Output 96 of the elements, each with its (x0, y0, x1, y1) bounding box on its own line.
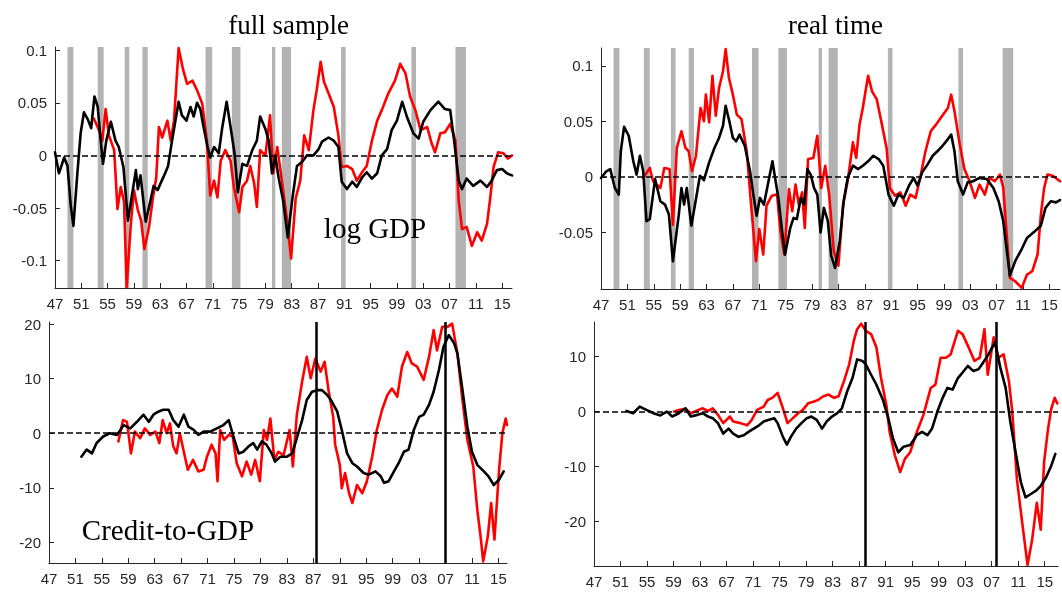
x-tick-label: 79 (252, 570, 269, 587)
x-tick-label: 67 (178, 295, 195, 312)
x-tick-label: 83 (830, 296, 847, 313)
x-tick-label: 07 (983, 573, 1001, 590)
x-tick-label: 91 (882, 296, 900, 313)
y-tick-label: -20 (19, 533, 41, 551)
x-tick-label: 63 (146, 570, 164, 587)
x-tick-label: 03 (414, 295, 432, 312)
x-tick-label: 87 (850, 573, 868, 590)
y-tick-label: -10 (564, 458, 586, 476)
y-tick-label: 0 (38, 146, 47, 164)
x-tick-label: 59 (119, 570, 137, 587)
x-tick-label: 55 (645, 296, 663, 313)
x-tick-label: 95 (909, 296, 926, 313)
x-tick-label: 59 (671, 296, 689, 313)
x-tick-label: 91 (877, 573, 894, 590)
x-tick-label: 87 (856, 296, 874, 313)
y-tick-label: 0 (577, 403, 586, 421)
x-tick-label: 99 (935, 296, 953, 313)
y-tick-label: 10 (569, 348, 586, 366)
x-tick-label: 03 (961, 296, 979, 313)
y-tick-label: 0.1 (572, 57, 593, 75)
x-tick-label: 55 (93, 570, 111, 587)
x-tick-label: 15 (493, 295, 511, 312)
x-tick-label: 91 (335, 295, 353, 312)
x-tick-label: 99 (384, 570, 402, 587)
x-tick-label: 83 (278, 570, 296, 587)
x-tick-label: 87 (309, 295, 327, 312)
x-tick-label: 59 (125, 295, 143, 312)
x-tick-label: 47 (592, 296, 610, 313)
y-tick-label: -20 (564, 512, 586, 530)
x-tick-label: 51 (612, 573, 629, 590)
x-tick-label: 59 (665, 573, 682, 590)
x-tick-label: 47 (585, 573, 603, 590)
x-tick-label: 67 (718, 573, 735, 590)
x-tick-label: 63 (698, 296, 715, 313)
x-tick-label: 51 (67, 570, 84, 587)
x-tick-label: 55 (99, 295, 116, 312)
x-tick-label: 63 (691, 573, 709, 590)
x-tick-label: 47 (40, 570, 58, 587)
x-tick-label: 15 (1041, 296, 1058, 313)
y-tick-label: -10 (19, 479, 41, 497)
chart-title: full sample (228, 9, 349, 40)
y-tick-label: -0.05 (558, 223, 593, 241)
y-tick-label: 20 (24, 315, 41, 333)
y-tick-label: 0 (584, 168, 593, 186)
annotation: log GDP (323, 212, 427, 244)
x-tick-label: 83 (824, 573, 841, 590)
x-tick-label: 71 (750, 296, 768, 313)
x-tick-label: 07 (437, 570, 454, 587)
x-tick-label: 75 (225, 570, 243, 587)
x-tick-label: 15 (1036, 573, 1054, 590)
chart-title: real time (787, 9, 884, 40)
x-tick-label: 95 (357, 570, 375, 587)
x-tick-label: 03 (410, 570, 428, 587)
y-tick-label: 0.1 (26, 41, 47, 59)
x-tick-label: 67 (724, 296, 742, 313)
x-tick-label: 11 (1015, 296, 1031, 313)
x-tick-label: 11 (464, 570, 480, 587)
y-tick-label: -0.05 (12, 199, 47, 217)
x-tick-label: 75 (230, 295, 248, 312)
x-tick-label: 51 (72, 295, 90, 312)
y-tick-label: 10 (24, 370, 41, 388)
y-tick-label: -0.1 (21, 252, 47, 270)
x-tick-label: 99 (388, 295, 406, 312)
x-tick-label: 99 (930, 573, 948, 590)
x-tick-label: 95 (362, 295, 379, 312)
x-tick-label: 67 (172, 570, 190, 587)
x-tick-label: 79 (803, 296, 821, 313)
x-tick-label: 95 (903, 573, 921, 590)
x-tick-label: 75 (771, 573, 788, 590)
x-tick-label: 03 (956, 573, 974, 590)
x-tick-label: 71 (204, 295, 222, 312)
y-tick-label: 0.05 (563, 112, 593, 130)
x-tick-label: 55 (638, 573, 656, 590)
x-tick-label: 87 (305, 570, 322, 587)
x-tick-label: 63 (151, 295, 169, 312)
x-tick-label: 11 (1010, 573, 1027, 590)
x-tick-label: 51 (619, 296, 636, 313)
line-series (672, 322, 1059, 567)
x-tick-label: 91 (331, 570, 349, 587)
x-tick-label: 79 (257, 295, 274, 312)
y-tick-label: 0 (32, 424, 41, 442)
x-tick-label: 71 (744, 573, 762, 590)
x-tick-label: 83 (283, 295, 301, 312)
x-tick-label: 11 (468, 295, 484, 312)
x-tick-label: 71 (199, 570, 216, 587)
x-tick-label: 15 (490, 570, 507, 587)
annotation: Credit-to-GDP (81, 514, 255, 546)
x-tick-label: 07 (988, 296, 1006, 313)
line-series (92, 46, 514, 289)
x-tick-label: 07 (441, 295, 458, 312)
y-tick-label: 0.05 (17, 94, 47, 112)
x-tick-label: 79 (797, 573, 815, 590)
x-tick-label: 47 (46, 295, 64, 312)
x-tick-label: 75 (777, 296, 794, 313)
